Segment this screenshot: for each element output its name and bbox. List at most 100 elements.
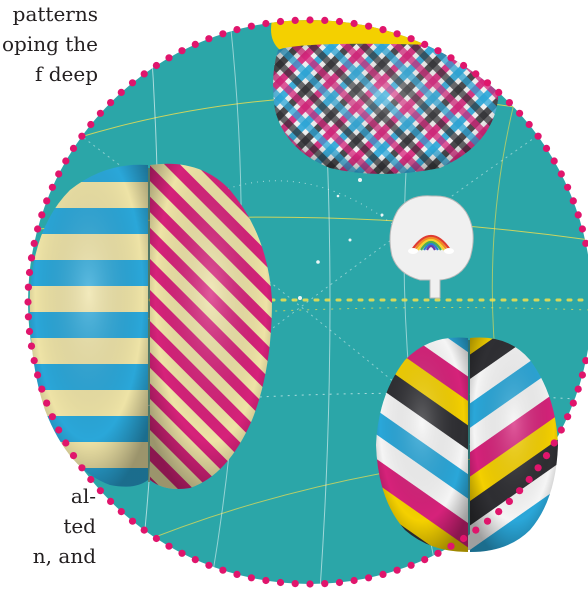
border-dot	[128, 517, 137, 525]
border-dot	[48, 413, 57, 421]
text-line-bottom-3: n, and	[32, 544, 96, 568]
border-dot	[87, 475, 95, 484]
border-dot	[483, 517, 492, 525]
border-dot	[407, 561, 415, 569]
border-dot	[335, 17, 344, 26]
border-dot	[117, 88, 125, 96]
border-dot	[447, 54, 455, 62]
sparkles	[298, 178, 384, 300]
border-dot	[306, 580, 314, 588]
border-dot	[393, 30, 401, 38]
border-dot	[69, 144, 78, 152]
border-dot	[542, 144, 551, 152]
border-dot	[38, 211, 46, 219]
border-dot	[69, 452, 78, 460]
border-dot	[152, 61, 160, 70]
border-dot	[43, 399, 51, 407]
border-dot	[24, 283, 32, 291]
border-dot	[564, 413, 572, 421]
border-dot	[55, 426, 63, 434]
border-dot	[276, 578, 285, 587]
border-dot	[483, 79, 492, 87]
border-dot	[107, 497, 115, 505]
border-dot	[140, 70, 148, 78]
border-dot	[550, 439, 558, 447]
border-dot	[107, 99, 115, 107]
border-dot	[460, 534, 468, 543]
border-dot	[421, 556, 429, 564]
border-dot	[350, 19, 358, 28]
border-dot	[262, 576, 270, 585]
text-line-top-2: oping the	[1, 32, 98, 56]
border-dot	[78, 132, 86, 140]
border-dot	[321, 580, 329, 588]
border-dot	[78, 464, 86, 472]
border-dot	[205, 35, 213, 43]
border-dot	[128, 79, 137, 87]
border-dot	[247, 22, 255, 30]
border-dot	[233, 570, 241, 579]
border-dot	[525, 120, 533, 129]
border-dot	[34, 371, 42, 379]
text-line-bottom-2: ted	[63, 514, 96, 538]
border-dot	[557, 170, 565, 178]
text-line-top-3: f deep	[34, 62, 98, 86]
border-dot	[534, 132, 542, 140]
border-dot	[152, 534, 160, 543]
border-dot	[165, 542, 173, 550]
border-dot	[495, 88, 503, 96]
border-dot	[27, 254, 36, 262]
border-dot	[569, 197, 577, 205]
border-dot	[350, 576, 358, 585]
border-dot	[25, 268, 34, 277]
border-dot	[569, 399, 577, 407]
border-dot	[460, 61, 468, 70]
text-line-top-1: patterns	[12, 2, 98, 26]
border-dot	[291, 580, 299, 588]
border-dot	[434, 549, 442, 557]
large-striped-brain	[29, 163, 272, 489]
border-dot	[178, 47, 186, 55]
border-dot	[550, 157, 558, 165]
border-dot	[43, 197, 51, 205]
border-dot	[525, 475, 533, 484]
border-dot	[48, 183, 57, 191]
border-dot	[321, 16, 329, 24]
border-dot	[379, 26, 387, 34]
border-dot	[505, 497, 513, 505]
border-dot	[574, 385, 582, 393]
border-dot	[365, 22, 373, 30]
border-dot	[393, 566, 401, 574]
border-dot	[582, 357, 588, 365]
border-dot	[219, 566, 227, 574]
border-dot	[495, 508, 503, 516]
border-dot	[379, 570, 387, 579]
border-dot	[117, 508, 125, 516]
border-dot	[30, 357, 38, 365]
border-dot	[34, 225, 42, 233]
border-dot	[191, 556, 199, 564]
border-dot	[205, 561, 213, 569]
border-dot	[62, 157, 70, 165]
border-dot	[38, 385, 46, 393]
border-dot	[434, 47, 442, 55]
border-dot	[191, 40, 199, 49]
border-dot	[24, 298, 32, 306]
border-dot	[335, 578, 344, 587]
border-dot	[516, 487, 524, 495]
text-line-bottom-1: al-	[70, 484, 96, 508]
border-dot	[291, 16, 299, 24]
border-dot	[262, 19, 270, 28]
border-dot	[542, 452, 551, 460]
border-dot	[165, 54, 173, 62]
border-dot	[27, 342, 36, 350]
border-dot	[505, 99, 513, 107]
border-dot	[96, 109, 104, 117]
dotted-border	[24, 16, 588, 588]
border-dot	[447, 542, 455, 550]
border-dot	[247, 574, 255, 582]
border-dot	[574, 211, 582, 219]
border-dot	[578, 371, 587, 379]
border-dot	[55, 170, 63, 178]
